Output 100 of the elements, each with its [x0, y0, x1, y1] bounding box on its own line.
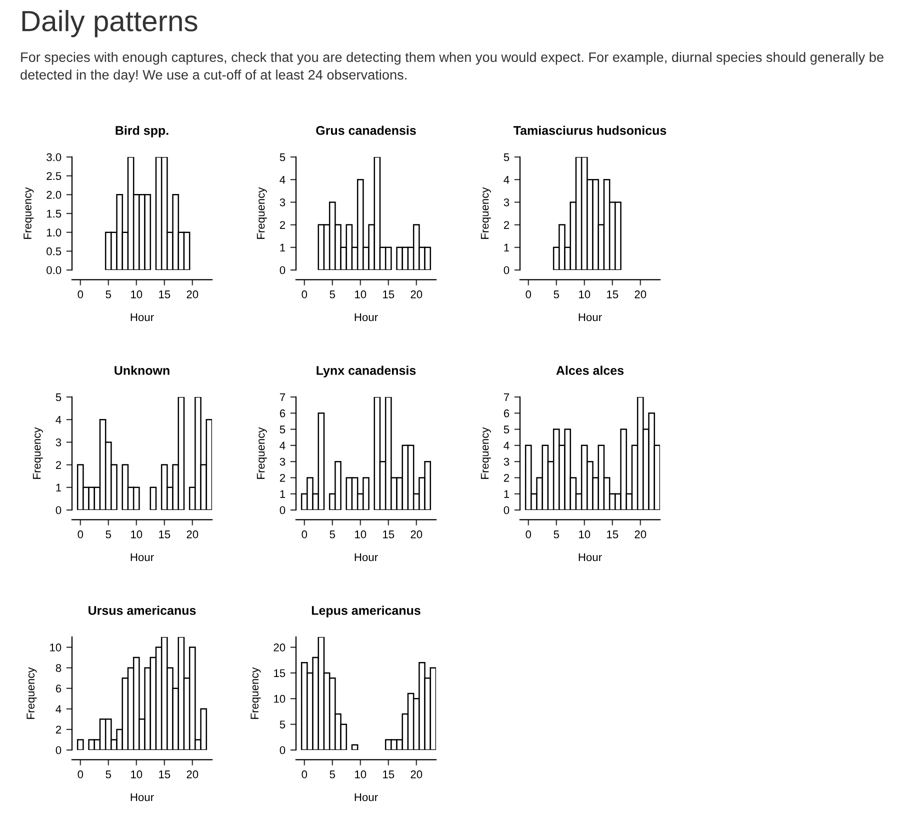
y-tick-label: 3: [280, 198, 286, 206]
text: For species with enough captures, check that you are detecting them when you would expect. For example, diurnal species should generally be detected in the day! We use a cut-off of at least 24 observations.: [20, 52, 884, 82]
chart-title: Unknown: [114, 366, 170, 375]
x-tick-label: 10: [579, 290, 590, 298]
y-tick-label: 4: [56, 705, 62, 713]
x-tick-label: 15: [383, 530, 394, 538]
x-tick-label: 10: [131, 770, 142, 778]
y-tick-label: 15: [274, 669, 286, 678]
chart-title: Tamiasciurus hudsonicus: [514, 126, 666, 135]
x-tick-label: 15: [159, 290, 170, 298]
y-tick-label: 8: [56, 664, 62, 672]
x-tick-label: 20: [410, 530, 422, 538]
y-tick-label: 20: [274, 644, 286, 652]
x-tick-label: 5: [106, 290, 112, 298]
y-tick-label: 3: [280, 458, 286, 466]
x-axis-title: Hour: [130, 553, 154, 562]
x-tick-label: 0: [526, 530, 532, 538]
y-tick-label: 6: [56, 684, 62, 692]
y-tick-label: 0: [280, 506, 286, 514]
x-tick-label: 20: [410, 290, 422, 298]
y-tick-label: 1.5: [46, 210, 62, 218]
x-tick-label: 10: [131, 530, 142, 538]
x-tick-label: 0: [78, 290, 84, 298]
x-tick-label: 0: [78, 530, 84, 538]
y-tick-label: 2: [56, 726, 62, 734]
x-tick-label: 10: [131, 290, 142, 298]
x-tick-label: 5: [330, 530, 336, 538]
y-axis-title: Frequency: [26, 667, 37, 719]
chart-title: Grus canadensis: [316, 126, 416, 135]
y-axis-title: Frequency: [256, 427, 267, 479]
y-axis-title: Frequency: [256, 187, 267, 239]
y-tick-label: 1: [504, 244, 510, 252]
y-tick-label: 3: [56, 438, 62, 446]
y-tick-label: 1: [504, 490, 510, 498]
x-tick-label: 0: [526, 290, 532, 298]
y-tick-label: 2: [280, 474, 286, 482]
y-tick-label: 5: [280, 426, 286, 434]
x-tick-label: 15: [159, 530, 170, 538]
x-tick-label: 20: [186, 290, 198, 298]
y-tick-label: 1: [280, 490, 286, 498]
x-tick-label: 0: [78, 770, 84, 778]
y-tick-label: 0: [504, 266, 510, 274]
chart-title: Lepus americanus: [312, 606, 420, 618]
x-axis-title: Hour: [130, 793, 154, 802]
x-tick-label: 5: [330, 770, 336, 778]
y-tick-label: 3: [504, 458, 510, 466]
y-axis-title: Frequency: [24, 187, 34, 239]
x-tick-label: 5: [554, 290, 560, 298]
x-tick-label: 15: [383, 290, 394, 298]
x-tick-label: 15: [607, 530, 618, 538]
x-tick-label: 0: [302, 770, 308, 778]
y-tick-label: 3: [504, 198, 510, 206]
y-tick-label: 2: [56, 461, 62, 469]
x-tick-label: 15: [383, 770, 394, 778]
x-tick-label: 5: [106, 530, 112, 538]
x-axis-title: Hour: [354, 553, 378, 562]
y-axis-title: Frequency: [480, 427, 491, 479]
y-tick-label: 0.5: [46, 247, 62, 256]
y-tick-label: 2: [504, 474, 510, 482]
y-axis-title: Frequency: [480, 187, 491, 239]
y-tick-label: 2.5: [46, 172, 62, 180]
y-tick-label: 0: [280, 266, 286, 274]
x-tick-label: 20: [410, 770, 422, 778]
y-tick-label: 1: [56, 484, 62, 492]
x-tick-label: 10: [579, 530, 590, 538]
y-tick-label: 10: [274, 694, 286, 703]
y-tick-label: 10: [50, 644, 62, 652]
y-tick-label: 5: [56, 393, 62, 402]
x-tick-label: 5: [330, 290, 336, 298]
chart-title: Lynx canadensis: [316, 366, 416, 378]
y-tick-label: 1: [280, 244, 286, 252]
x-tick-label: 20: [634, 530, 646, 538]
x-tick-label: 20: [186, 770, 198, 778]
y-tick-label: 2.0: [46, 190, 62, 199]
y-tick-label: 5: [280, 153, 286, 162]
y-tick-label: 5: [280, 720, 286, 728]
y-tick-label: 4: [280, 442, 286, 450]
y-tick-label: 2: [504, 221, 510, 229]
y-tick-label: 5: [504, 426, 510, 434]
x-tick-label: 20: [186, 530, 198, 538]
x-tick-label: 10: [355, 530, 366, 538]
chart-title: Ursus americanus: [88, 606, 196, 615]
y-tick-label: 4: [56, 416, 62, 424]
y-tick-label: 7: [280, 393, 286, 402]
x-tick-label: 0: [302, 290, 308, 298]
y-tick-label: 4: [280, 176, 286, 184]
x-tick-label: 5: [554, 530, 560, 538]
x-tick-label: 10: [355, 290, 366, 298]
y-tick-label: 0: [504, 506, 510, 514]
x-axis-title: Hour: [578, 553, 602, 562]
x-tick-label: 10: [355, 770, 366, 778]
y-tick-label: 6: [504, 409, 510, 418]
text: Daily patterns: [22, 10, 198, 38]
y-axis-title: Frequency: [250, 667, 261, 719]
y-tick-label: 0: [280, 746, 286, 754]
x-axis-title: Hour: [130, 313, 154, 322]
y-tick-label: 7: [504, 393, 510, 402]
y-tick-label: 2: [280, 221, 286, 229]
y-axis-title: Frequency: [32, 427, 43, 479]
y-tick-label: 4: [504, 442, 510, 450]
